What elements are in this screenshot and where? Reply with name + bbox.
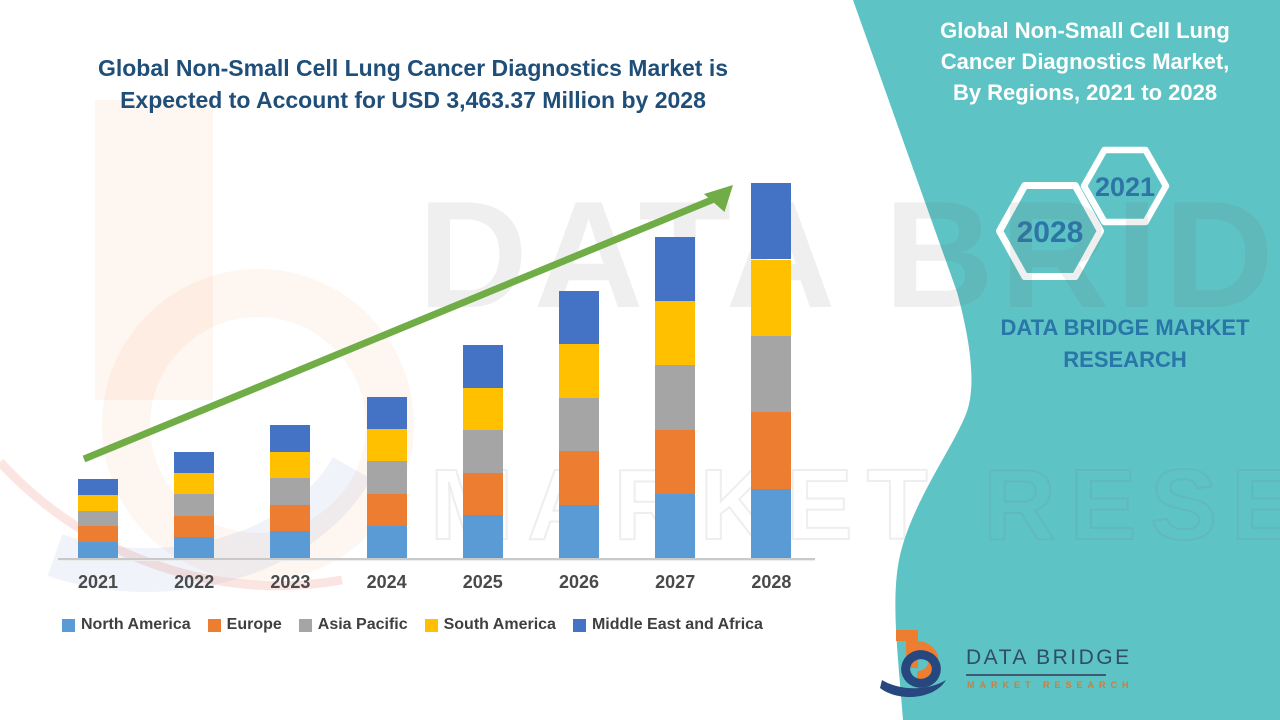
bar-segment-middle-east-and-africa-2023 <box>270 425 311 452</box>
legend-swatch-icon <box>424 618 438 632</box>
legend-label: North America <box>81 616 191 633</box>
data-bridge-logo: DATA BRIDGE MARKET RESEARCH <box>876 624 1136 716</box>
legend-item-middle-east-and-africa: Middle East and Africa <box>572 616 763 634</box>
bar-segment-middle-east-and-africa-2026 <box>559 291 599 345</box>
legend-item-south-america: South America <box>424 616 556 634</box>
data-bridge-logo-icon <box>880 630 946 698</box>
bar-segment-north-america-2022 <box>174 536 215 558</box>
legend: North America Europe Asia Pacific South Ame… <box>62 616 763 634</box>
teal-side-panel <box>853 0 1280 720</box>
bar-segment-middle-east-and-africa-2025 <box>462 345 503 388</box>
bar-segment-asia-pacific-2027 <box>655 365 696 430</box>
bar-segment-north-america-2028 <box>751 488 792 558</box>
bar-segment-europe-2024 <box>366 493 407 526</box>
legend-label: Asia Pacific <box>317 616 408 633</box>
x-axis-label-2027: 2027 <box>655 572 696 592</box>
x-axis-label-2022: 2022 <box>174 572 215 592</box>
hexagon-badges <box>996 146 1170 280</box>
bar-segment-europe-2028 <box>751 412 792 489</box>
bar-segment-europe-2027 <box>655 429 696 494</box>
side-panel-title: Global Non-Small Cell Lung Cancer Diagno… <box>935 16 1235 108</box>
bar-segment-asia-pacific-2025 <box>462 430 503 473</box>
bar-segment-north-america-2023 <box>270 531 311 558</box>
bar-segment-south-america-2027 <box>655 301 696 366</box>
x-axis-label-2021: 2021 <box>77 572 119 592</box>
x-axis-line <box>58 558 815 561</box>
side-panel-title-line3: By Regions, 2021 to 2028 <box>952 79 1218 105</box>
brand-caption: DATA BRIDGE MARKET RESEARCH <box>1000 315 1250 372</box>
bar-segment-south-america-2026 <box>559 344 599 398</box>
bar-segment-south-america-2021 <box>78 494 118 511</box>
x-axis-label-2028: 2028 <box>751 572 792 592</box>
legend-item-asia-pacific: Asia Pacific <box>298 616 408 634</box>
bar-segment-asia-pacific-2023 <box>270 478 311 505</box>
bar-segment-asia-pacific-2021 <box>78 510 118 527</box>
bar-segment-asia-pacific-2022 <box>174 494 215 516</box>
legend-swatch-icon <box>207 618 221 632</box>
bar-segment-europe-2021 <box>78 526 118 543</box>
logo-wordmark: DATA BRIDGE <box>966 646 1132 669</box>
bar-segment-middle-east-and-africa-2021 <box>78 479 118 495</box>
logo-divider <box>966 674 1106 676</box>
x-axis-label-2026: 2026 <box>558 572 600 592</box>
bar-segment-middle-east-and-africa-2022 <box>174 452 215 474</box>
x-axis-label-2023: 2023 <box>270 572 311 592</box>
bar-segment-north-america-2026 <box>559 504 599 558</box>
x-axis-labels: 2021 2022 2023 2024 2025 2026 2027 2028 <box>60 572 815 598</box>
hexagon-2021-year: 2021 <box>1095 172 1155 202</box>
legend-swatch-icon <box>298 618 312 632</box>
legend-swatch-icon <box>62 618 75 632</box>
bar-segment-south-america-2023 <box>270 451 311 479</box>
chart-title: Global Non-Small Cell Lung Cancer Diagno… <box>60 52 766 116</box>
bar-segment-europe-2025 <box>462 472 503 516</box>
bar-segment-south-america-2028 <box>751 259 792 336</box>
bar-chart-plot-area <box>60 178 815 558</box>
legend-label: Middle East and Africa <box>591 616 763 633</box>
x-axis-label-2024: 2024 <box>366 572 407 592</box>
bar-segment-north-america-2027 <box>655 493 696 558</box>
hexagon-2021 <box>1080 146 1170 226</box>
bar-segment-north-america-2025 <box>462 515 503 558</box>
bar-segment-europe-2026 <box>559 451 599 505</box>
side-panel-title-line1: Global Non-Small Cell Lung <box>940 18 1230 43</box>
chart-title-line1: Global Non-Small Cell Lung Cancer Diagno… <box>97 55 729 81</box>
bar-segment-south-america-2025 <box>462 387 503 431</box>
hexagon-2028-year: 2028 <box>1017 216 1084 249</box>
bar-segment-south-america-2022 <box>174 473 215 495</box>
logo-tagline: MARKET RESEARCH <box>967 680 1134 690</box>
bar-segment-south-america-2024 <box>366 429 407 462</box>
side-panel-title-line2: Cancer Diagnostics Market, <box>940 48 1230 74</box>
x-axis-label-2025: 2025 <box>462 572 503 592</box>
bar-segment-europe-2023 <box>270 504 311 532</box>
legend-swatch-icon <box>572 618 586 632</box>
hexagon-2028 <box>996 182 1104 280</box>
bar-segment-middle-east-and-africa-2028 <box>751 183 792 260</box>
bar-segment-asia-pacific-2026 <box>559 397 599 452</box>
legend-item-europe: Europe <box>207 616 282 634</box>
bar-segment-middle-east-and-africa-2027 <box>655 237 696 302</box>
chart-title-line2: Expected to Account for USD 3,463.37 Mil… <box>120 87 706 114</box>
bar-segment-europe-2022 <box>174 515 215 537</box>
legend-item-north-america: North America <box>62 616 191 634</box>
bar-segment-asia-pacific-2028 <box>751 335 792 413</box>
bar-segment-middle-east-and-africa-2024 <box>366 397 407 430</box>
bar-segment-north-america-2021 <box>78 542 118 558</box>
bar-segment-north-america-2024 <box>366 525 407 558</box>
legend-label: Europe <box>226 616 282 633</box>
bar-segment-asia-pacific-2024 <box>366 461 407 494</box>
legend-label: South America <box>443 616 556 633</box>
